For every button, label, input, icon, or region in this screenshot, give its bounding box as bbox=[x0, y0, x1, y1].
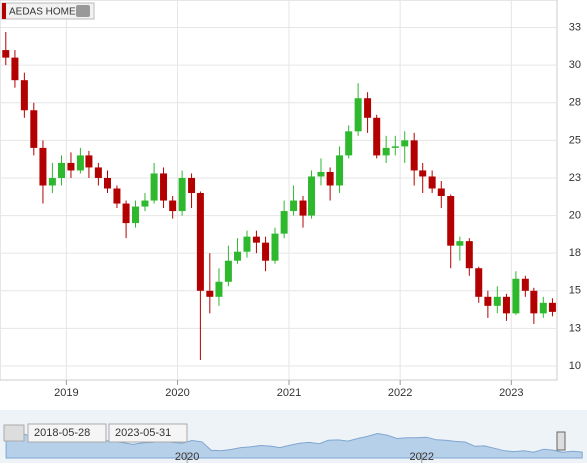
y-tick-label: 23 bbox=[569, 172, 581, 184]
y-tick-label: 30 bbox=[569, 59, 581, 71]
candle-body bbox=[85, 155, 93, 168]
y-tick-label: 10 bbox=[569, 360, 581, 372]
candle-body bbox=[39, 147, 47, 186]
symbol-title: AEDAS HOME bbox=[9, 7, 76, 18]
y-tick-label: 28 bbox=[569, 97, 581, 109]
y-tick-label: 33 bbox=[569, 21, 581, 33]
x-tick-label: 2023 bbox=[499, 387, 523, 399]
candle-body bbox=[502, 296, 510, 314]
candle-body bbox=[76, 155, 84, 171]
candle-body bbox=[234, 251, 242, 261]
candle-body bbox=[271, 233, 279, 261]
candle-body bbox=[410, 140, 418, 171]
candle-body bbox=[521, 278, 529, 291]
symbol-flag bbox=[2, 3, 6, 19]
x-tick-label: 2020 bbox=[165, 387, 189, 399]
candle-body bbox=[141, 200, 149, 207]
range-to-box[interactable] bbox=[108, 423, 188, 443]
nav-tick-label: 2022 bbox=[409, 451, 433, 463]
navigator-area bbox=[5, 429, 583, 459]
candle-body bbox=[299, 200, 307, 216]
candle-body bbox=[2, 50, 10, 58]
plot-area bbox=[0, 0, 558, 381]
y-tick-label: 13 bbox=[569, 322, 581, 334]
candle-body bbox=[11, 57, 19, 81]
candle-body bbox=[196, 193, 204, 291]
refresh-button[interactable] bbox=[76, 5, 90, 17]
candle-body bbox=[484, 296, 492, 306]
candle-body bbox=[215, 281, 223, 297]
candle-body bbox=[290, 200, 298, 212]
candle-body bbox=[94, 167, 102, 178]
y-tick-label: 18 bbox=[569, 247, 581, 259]
range-icon[interactable] bbox=[3, 424, 25, 442]
candle-body bbox=[308, 176, 316, 216]
candle-body bbox=[539, 302, 547, 314]
candle-body bbox=[447, 196, 455, 246]
candle-body bbox=[150, 173, 158, 201]
candle-body bbox=[512, 278, 520, 314]
y-tick-label: 25 bbox=[569, 134, 581, 146]
candle-body bbox=[122, 203, 130, 224]
x-tick-label: 2022 bbox=[388, 387, 412, 399]
candle-body bbox=[419, 170, 427, 177]
range-from-box[interactable] bbox=[27, 423, 107, 443]
candle-body bbox=[530, 290, 538, 314]
range-from[interactable]: 2018-05-28 bbox=[34, 427, 90, 439]
candle-body bbox=[178, 177, 186, 212]
candle-body bbox=[475, 268, 483, 297]
candle-body bbox=[48, 177, 56, 186]
candle-body bbox=[280, 211, 288, 234]
nav-tick-label: 2020 bbox=[175, 451, 199, 463]
candle-body bbox=[30, 110, 38, 148]
candle-body bbox=[160, 173, 168, 201]
nav-handle[interactable] bbox=[556, 431, 566, 451]
candle-body bbox=[336, 155, 344, 186]
candle-body bbox=[262, 242, 270, 261]
candle-body bbox=[113, 188, 121, 204]
candle-body bbox=[67, 162, 75, 171]
candle-body bbox=[243, 236, 251, 252]
candle-body bbox=[382, 147, 390, 156]
candle-body bbox=[391, 146, 399, 148]
y-tick-label: 20 bbox=[569, 209, 581, 221]
candle-body bbox=[317, 171, 325, 177]
candle-body bbox=[188, 177, 196, 194]
candle-body bbox=[493, 296, 501, 306]
candle-body bbox=[169, 200, 177, 212]
candle-body bbox=[224, 260, 232, 282]
range-to[interactable]: 2023-05-31 bbox=[115, 427, 171, 439]
candle-body bbox=[437, 188, 445, 197]
candle-body bbox=[428, 176, 436, 189]
candle-body bbox=[326, 171, 334, 186]
candle-body bbox=[456, 241, 464, 246]
candle-body bbox=[104, 177, 112, 189]
candle-body bbox=[252, 236, 260, 243]
y-tick-label: 15 bbox=[569, 285, 581, 297]
candle-body bbox=[548, 302, 556, 312]
candle-body bbox=[373, 117, 381, 156]
candle-body bbox=[401, 140, 409, 147]
x-tick-label: 2021 bbox=[277, 387, 301, 399]
candle-body bbox=[58, 162, 66, 178]
candle-body bbox=[354, 98, 362, 132]
candle-body bbox=[364, 98, 372, 118]
candle-body bbox=[20, 80, 28, 111]
candle-body bbox=[345, 131, 353, 156]
candle-body bbox=[465, 241, 473, 269]
x-tick-label: 2019 bbox=[54, 387, 78, 399]
candle-body bbox=[132, 206, 140, 224]
candle-body bbox=[206, 290, 214, 297]
